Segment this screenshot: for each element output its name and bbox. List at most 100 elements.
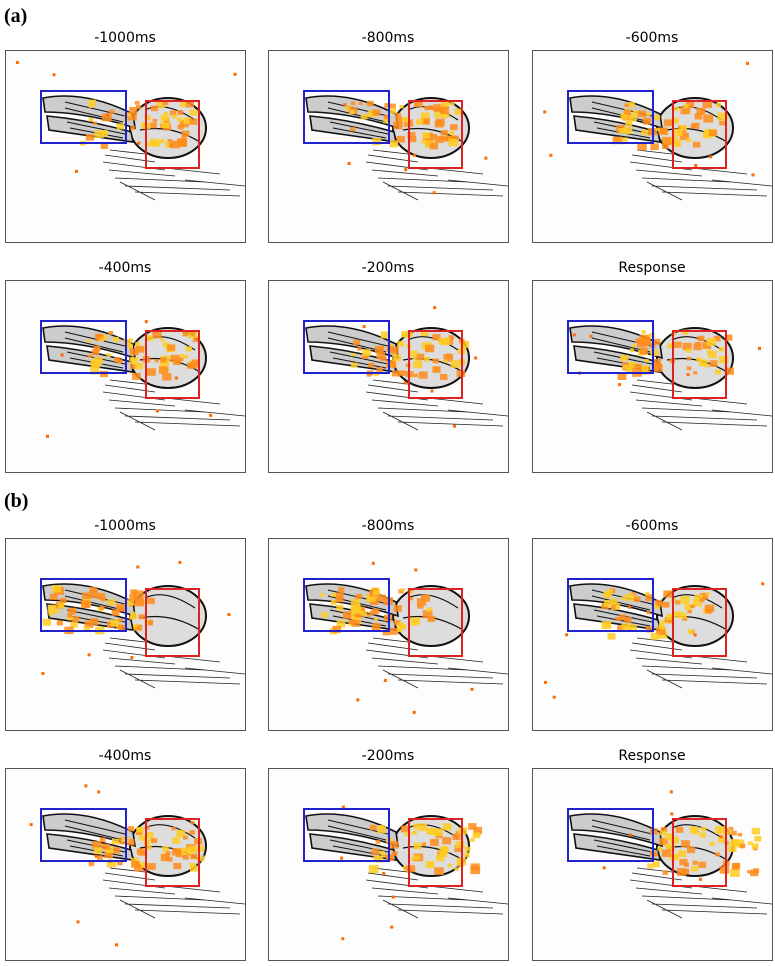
heat-spot	[357, 347, 362, 351]
heat-spot	[673, 128, 683, 137]
heat-spot	[178, 560, 182, 564]
heat-spot	[750, 869, 759, 877]
heat-spot	[603, 591, 612, 599]
heat-spot	[439, 374, 448, 381]
heat-spot	[177, 117, 183, 122]
heat-spot	[100, 143, 109, 149]
heat-spot	[378, 825, 384, 830]
heat-spot	[413, 842, 422, 850]
heat-spot	[67, 615, 73, 621]
heat-spot	[401, 116, 409, 123]
heat-spot	[181, 135, 187, 140]
heat-spot	[731, 863, 740, 870]
heat-spot	[699, 361, 705, 366]
heat-spot	[627, 624, 637, 632]
heat-spot	[336, 604, 344, 611]
panel-label: (a)	[4, 5, 27, 27]
heat-spot	[641, 330, 646, 334]
heat-spot	[161, 121, 170, 128]
heat-spot	[144, 825, 150, 830]
heat-spot	[412, 710, 416, 714]
plot-title: -200ms	[362, 260, 415, 276]
heat-spot	[622, 364, 628, 369]
heat-spot	[653, 852, 658, 856]
heat-spot	[91, 841, 102, 849]
heat-spot	[413, 373, 418, 378]
plot-title: -400ms	[99, 260, 152, 276]
heat-spot	[350, 127, 356, 132]
heat-spot	[185, 346, 192, 352]
heat-spot	[692, 141, 701, 148]
heat-spot	[164, 142, 172, 148]
heat-spot	[617, 625, 625, 632]
plot	[268, 280, 509, 473]
heat-spot	[425, 861, 434, 868]
heat-spot	[60, 353, 64, 357]
heat-spot	[106, 353, 111, 357]
heat-spot	[400, 825, 410, 833]
heat-spot	[390, 925, 394, 929]
heat-spot	[758, 346, 761, 350]
blue-region	[40, 578, 127, 632]
heat-spot	[382, 871, 386, 875]
heat-spot	[624, 109, 631, 115]
plot-frame	[268, 280, 509, 473]
heat-spot	[652, 602, 661, 609]
plot-frame	[532, 280, 773, 473]
heat-spot	[126, 599, 135, 606]
heat-spot	[409, 350, 418, 357]
heat-spot	[625, 121, 633, 127]
heat-spot	[709, 841, 715, 846]
heat-spot	[637, 142, 647, 151]
heat-spot	[88, 117, 94, 122]
blue-region	[40, 808, 127, 862]
heat-spot	[88, 861, 95, 867]
heat-spot	[67, 613, 73, 618]
heat-spot	[147, 597, 155, 605]
heat-spot	[441, 111, 450, 119]
heat-spot	[470, 866, 481, 875]
heat-spot	[145, 832, 154, 839]
heat-spot	[227, 613, 231, 616]
heat-spot	[361, 610, 367, 616]
heat-spot	[349, 619, 355, 624]
plot-frame	[268, 50, 509, 243]
heat-spot	[182, 331, 189, 337]
heat-spot	[626, 367, 632, 373]
heat-spot	[356, 698, 360, 702]
heat-spot	[391, 895, 395, 899]
heat-spot	[87, 354, 92, 358]
heat-spot	[454, 845, 463, 853]
heat-spot	[154, 359, 159, 363]
plot	[268, 538, 509, 731]
heat-spot	[621, 596, 626, 600]
heat-spot	[413, 361, 423, 369]
heat-spot	[681, 329, 689, 335]
plot	[5, 50, 246, 243]
heat-spot	[347, 162, 351, 165]
heat-spot	[388, 107, 396, 114]
heat-spot	[384, 103, 391, 108]
heat-spot	[102, 843, 110, 850]
heat-spot	[156, 101, 165, 109]
heat-spot	[698, 877, 702, 881]
heat-spot	[615, 617, 621, 621]
heat-spot	[144, 115, 151, 121]
heat-spot	[371, 848, 380, 855]
heat-spot	[658, 837, 668, 846]
heat-spot	[389, 841, 399, 849]
heat-spot	[170, 354, 180, 362]
heat-spot	[650, 349, 659, 357]
heat-spot	[152, 118, 158, 123]
heat-spot	[75, 169, 78, 173]
heat-spot	[233, 72, 237, 76]
heat-spot	[167, 139, 173, 143]
plot-title: Response	[618, 260, 685, 276]
heat-spot	[171, 848, 182, 856]
heat-spot	[93, 847, 103, 854]
heat-spot	[391, 370, 400, 377]
heat-spot	[181, 847, 192, 856]
red-region	[408, 588, 463, 657]
heat-spot	[349, 109, 355, 114]
heat-spot	[434, 120, 444, 128]
